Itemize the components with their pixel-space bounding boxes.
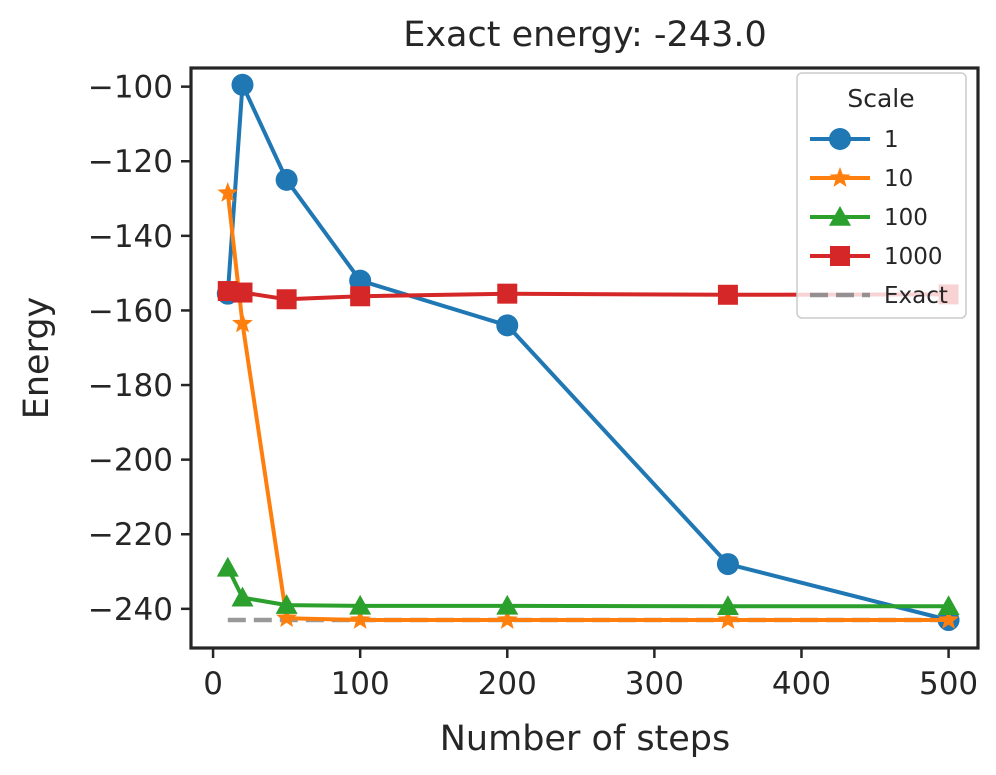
data-point-100 [231, 586, 254, 607]
y-tick-label: −100 [88, 70, 173, 106]
x-tick-label: 100 [331, 666, 390, 702]
series-100 [216, 556, 960, 616]
legend-entries: 1 10 100 1000 Exact [810, 127, 948, 309]
data-point-100 [716, 595, 739, 616]
x-axis: 0 100 200 300 400 500 [203, 648, 978, 702]
x-tick-label: 400 [772, 666, 831, 702]
legend-marker [830, 246, 850, 266]
legend-entry-100: 100 [810, 205, 928, 231]
legend-label: 10 [884, 166, 913, 192]
data-point-100 [937, 595, 960, 616]
x-axis-label: Number of steps [440, 719, 731, 759]
series-10 [217, 182, 959, 629]
y-tick-label: −200 [88, 443, 173, 479]
chart-title: Exact energy: -243.0 [403, 15, 767, 55]
legend-marker [829, 206, 851, 226]
legend-entry-exact: Exact [810, 283, 948, 309]
y-tick-label: −180 [88, 368, 173, 404]
data-point-10 [496, 609, 518, 629]
data-point-1 [716, 553, 739, 576]
data-point-100 [216, 556, 239, 577]
x-tick-label: 300 [625, 666, 684, 702]
data-point-10 [232, 312, 253, 333]
data-point-10 [217, 182, 239, 202]
y-tick-label: −220 [88, 517, 173, 553]
y-tick-label: −240 [88, 592, 173, 628]
data-point-10 [938, 609, 959, 629]
x-tick-label: 0 [203, 666, 223, 702]
y-axis-label: Energy [17, 297, 57, 420]
data-point-10 [349, 609, 371, 629]
legend-entry-1000: 1000 [810, 244, 943, 270]
legend-label: 100 [884, 205, 928, 231]
plot-frame [189, 66, 980, 650]
legend-label: 1000 [884, 244, 943, 270]
legend-marker [829, 128, 851, 150]
data-point-10 [717, 609, 739, 629]
data-point-1 [496, 314, 519, 337]
legend: Scale 1 10 100 1000 Exact [796, 72, 967, 319]
legend-label: 1 [884, 127, 899, 153]
data-point-10 [276, 607, 298, 628]
data-point-1 [231, 73, 254, 96]
data-point-1000 [232, 282, 253, 303]
x-tick-label: 200 [478, 666, 537, 702]
y-axis: −100 −120 −140 −160 −180 −200 −220 −240 [88, 70, 191, 628]
legend-label: Exact [884, 283, 948, 309]
legend-title: Scale [847, 84, 914, 113]
data-point-1000 [350, 286, 371, 307]
series-line-100 [226, 566, 949, 609]
y-tick-label: −120 [88, 144, 173, 180]
series-layer [216, 73, 960, 632]
y-tick-label: −160 [88, 293, 173, 329]
plot-area [216, 73, 960, 632]
legend-entry-10: 10 [810, 166, 913, 192]
data-point-1 [275, 168, 298, 191]
legend-entry-1: 1 [810, 127, 899, 153]
series-1000 [217, 281, 959, 310]
legend-marker [829, 167, 851, 187]
data-point-1000 [717, 284, 738, 305]
data-point-100 [275, 594, 298, 614]
data-point-1000 [276, 289, 297, 310]
x-tick-label: 500 [919, 666, 978, 702]
data-point-1 [349, 269, 372, 292]
data-point-1000 [497, 283, 518, 304]
data-point-100 [496, 594, 519, 615]
data-point-100 [349, 594, 372, 615]
y-tick-label: −140 [88, 219, 173, 255]
